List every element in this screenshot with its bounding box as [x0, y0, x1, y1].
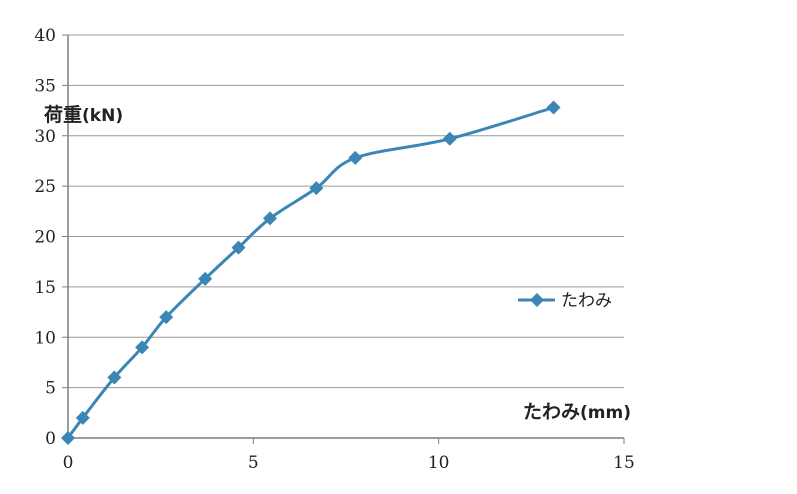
y-tick-label: 20 [34, 228, 56, 248]
legend-label: たわみ [561, 291, 612, 311]
legend-marker [530, 293, 544, 307]
data-point [231, 240, 246, 255]
x-tick-label: 10 [428, 453, 450, 473]
x-axis-title: たわみ(mm) [523, 401, 631, 423]
x-axis-title-main: たわみ [523, 401, 580, 423]
y-axis-title: 荷重(kN) [44, 103, 123, 126]
data-point [75, 410, 90, 425]
data-point [309, 181, 324, 196]
x-tick-label: 15 [613, 453, 635, 473]
x-tick-label: 5 [248, 453, 259, 473]
x-axis-title-unit: (mm) [580, 403, 631, 423]
y-tick-label: 15 [34, 278, 56, 298]
series-layer [61, 100, 561, 445]
data-point [61, 431, 75, 445]
y-tick-label: 5 [45, 379, 56, 399]
y-tick-label: 25 [34, 177, 56, 197]
y-tick-label: 30 [34, 127, 56, 147]
data-point [198, 271, 213, 286]
series-line [66, 106, 555, 439]
y-tick-label: 0 [45, 429, 56, 449]
y-tick-label: 40 [34, 26, 56, 46]
data-point [546, 100, 561, 115]
y-axis-title-unit: (kN) [82, 106, 123, 126]
data-point [135, 340, 150, 355]
data-point [159, 310, 174, 325]
y-tick-labels: 0 5 10 15 20 25 30 35 40 [34, 26, 56, 449]
data-point [348, 150, 363, 165]
x-tick-label: 0 [63, 453, 74, 473]
data-point [107, 370, 122, 385]
data-point [442, 131, 457, 146]
y-tick-label: 35 [34, 76, 56, 96]
axes [67, 35, 624, 439]
data-point [263, 211, 278, 226]
y-tick-label: 10 [34, 328, 56, 348]
y-axis-title-main: 荷重 [44, 103, 82, 126]
x-tick-labels: 0 5 10 15 [63, 453, 635, 473]
legend: たわみ [518, 291, 612, 311]
gridlines [62, 34, 625, 444]
